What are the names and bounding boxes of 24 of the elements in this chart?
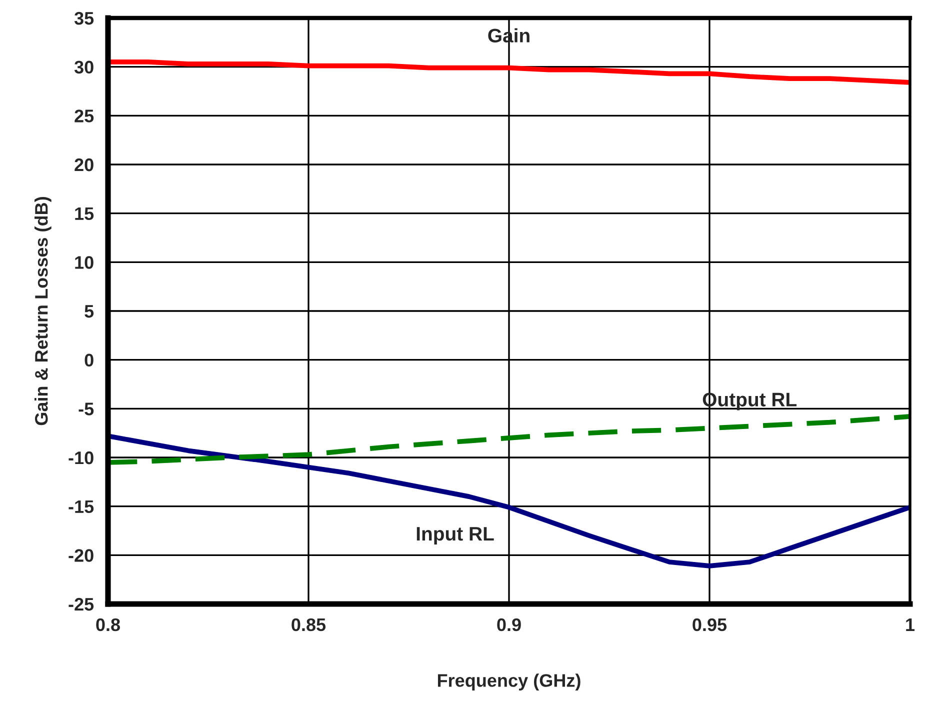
series-label: Input RL bbox=[416, 527, 494, 545]
line-series bbox=[108, 434, 910, 568]
y-axis-title: Gain & Return Losses (dB) bbox=[34, 197, 52, 426]
y-tick-label: -25 bbox=[68, 598, 94, 611]
x-axis-title: Frequency (GHz) bbox=[438, 674, 580, 690]
x-tick-label: 0.9 bbox=[497, 618, 521, 632]
x-tick-label: 1 bbox=[906, 618, 915, 631]
y-tick-label: 10 bbox=[75, 256, 94, 269]
y-tick-label: 35 bbox=[74, 12, 94, 25]
y-tick-label: -5 bbox=[78, 402, 94, 416]
y-tick-label: -15 bbox=[68, 500, 94, 514]
y-tick-label: 0 bbox=[84, 354, 94, 367]
y-tick-label: 25 bbox=[74, 110, 94, 122]
y-tick-label: 30 bbox=[74, 60, 94, 74]
y-tick-label: 15 bbox=[75, 207, 94, 220]
y-tick-label: -10 bbox=[68, 451, 94, 464]
x-tick-label: 0.95 bbox=[692, 618, 727, 632]
y-tick-label: -20 bbox=[68, 549, 94, 562]
y-tick-label: 5 bbox=[84, 305, 94, 318]
x-tick-label: 0.8 bbox=[96, 618, 120, 632]
line-series bbox=[108, 60, 910, 85]
x-tick-label: 0.85 bbox=[292, 618, 326, 632]
y-tick-label: 20 bbox=[74, 158, 94, 172]
line-series bbox=[108, 414, 910, 465]
